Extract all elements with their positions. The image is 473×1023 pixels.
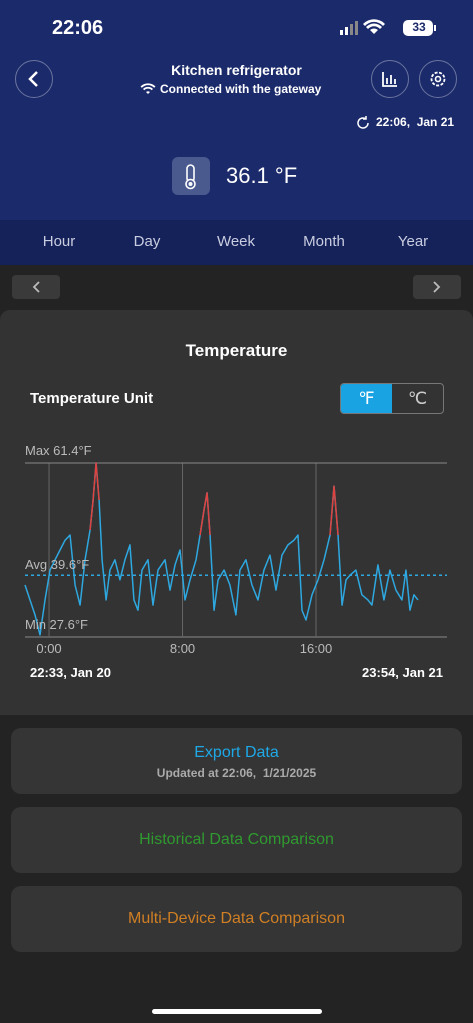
historical-button[interactable]: Historical Data Comparison (11, 807, 462, 873)
back-icon (28, 71, 38, 87)
thermometer-badge (172, 157, 210, 195)
last-update: 22:06, Jan 21 (376, 115, 455, 129)
period-tabs (0, 220, 473, 265)
start-label: 22:33, Jan 20 (30, 665, 111, 680)
unit-label: Temperature Unit (30, 390, 154, 407)
min-label: Min 27.6°F (25, 617, 88, 632)
tab[interactable]: Week (216, 233, 256, 250)
x-tick-label: 0:00 (36, 641, 61, 656)
thermometer-icon (185, 164, 196, 190)
status-icons (340, 19, 436, 36)
device-title: Kitchen refrigerator (171, 62, 302, 78)
data-line (89, 462, 339, 536)
max-label: Max 61.4°F (25, 443, 92, 458)
chart-icon (382, 72, 397, 87)
tab[interactable]: Month (303, 233, 345, 250)
unit-toggle: ℉ ℃ (340, 383, 444, 414)
back-button[interactable] (15, 60, 53, 98)
temperature-card (0, 310, 473, 715)
export-label: Export Data (194, 744, 279, 761)
x-tick-label: 16:00 (300, 641, 333, 656)
battery-level: 33 (412, 20, 426, 34)
next-button[interactable] (413, 275, 461, 299)
card-title: Temperature (185, 341, 288, 360)
tab[interactable]: Day (133, 233, 161, 250)
chart-button[interactable] (371, 60, 409, 98)
home-indicator (152, 1009, 322, 1014)
connection-status: Connected with the gateway (160, 82, 322, 96)
previous-button[interactable] (12, 275, 60, 299)
left-arrow (32, 281, 40, 293)
data-line (24, 462, 419, 636)
wifi-icon (140, 83, 156, 94)
status-time: 22:06 (52, 17, 104, 39)
avg-label: Avg 39.6°F (25, 557, 89, 572)
refresh-icon[interactable] (355, 115, 371, 131)
export-button[interactable]: Export Data Updated at 22:06, 1/21/2025 (11, 728, 462, 794)
tab[interactable]: Year (397, 233, 429, 250)
settings-icon (430, 71, 446, 87)
multi-device-button[interactable]: Multi-Device Data Comparison (11, 886, 462, 952)
current-temperature: 36.1 °F (226, 163, 298, 188)
header (0, 0, 473, 220)
x-tick-label: 8:00 (170, 641, 195, 656)
unit-option[interactable]: ℉ (341, 384, 392, 413)
end-label: 23:54, Jan 21 (362, 665, 443, 680)
export-note: Updated at 22:06, 1/21/2025 (156, 766, 317, 780)
settings-button[interactable] (419, 60, 457, 98)
tab[interactable]: Hour (42, 233, 76, 250)
unit-option[interactable]: ℃ (407, 389, 428, 408)
right-arrow (433, 281, 441, 293)
